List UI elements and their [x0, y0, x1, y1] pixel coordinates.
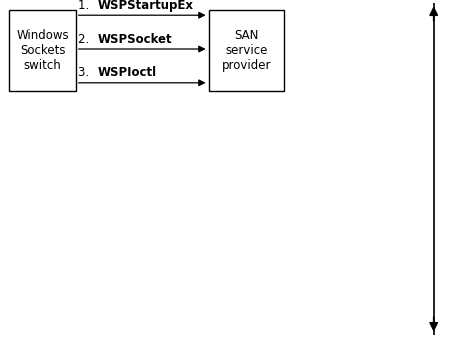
Text: Windows
Sockets
switch: Windows Sockets switch [16, 29, 69, 72]
Text: WSPStartupEx: WSPStartupEx [98, 0, 193, 12]
Text: 1.: 1. [78, 0, 93, 12]
Text: 2.: 2. [78, 33, 93, 46]
Bar [209, 10, 284, 91]
Text: SAN
service
provider: SAN service provider [222, 29, 271, 72]
Text: 3.: 3. [78, 67, 93, 79]
Text: WSPSocket: WSPSocket [98, 33, 172, 46]
Bar [9, 10, 76, 91]
Text: WSPIoctl: WSPIoctl [97, 67, 156, 79]
